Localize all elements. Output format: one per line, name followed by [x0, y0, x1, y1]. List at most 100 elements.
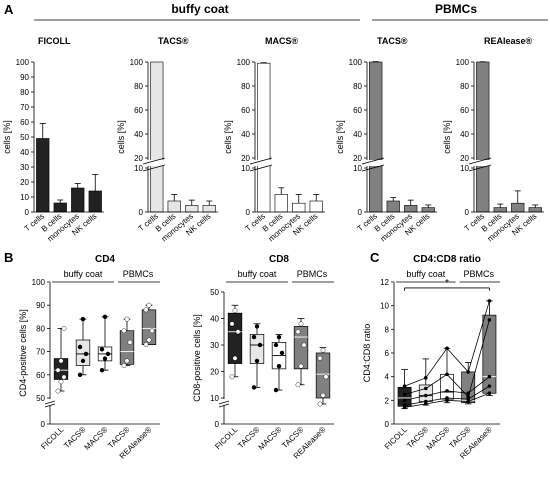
panel-label-b: B — [4, 250, 13, 265]
data-point — [99, 347, 105, 352]
data-point — [279, 350, 285, 356]
axis-break-gap — [468, 160, 544, 166]
y-tick-label: 40 — [134, 130, 143, 139]
bar — [185, 205, 199, 213]
donor-point — [487, 384, 492, 388]
data-point — [251, 334, 257, 340]
y-tick-label: 40 — [241, 130, 250, 139]
y-tick-label: 40 — [353, 130, 362, 139]
data-point — [61, 374, 67, 380]
bar — [202, 205, 216, 213]
y-tick-label: 2 — [385, 396, 390, 405]
bar — [404, 205, 418, 213]
data-point — [301, 342, 307, 348]
axis-break-gap — [219, 399, 229, 405]
group-label: buffy coat — [64, 269, 103, 279]
y-tick-label: 0 — [41, 420, 46, 429]
donor-point — [424, 399, 428, 404]
data-point — [235, 329, 241, 335]
data-point — [146, 337, 152, 343]
group-label: PBMCs — [297, 269, 328, 279]
y-tick-label: 70 — [36, 348, 45, 357]
donor-point — [402, 384, 407, 388]
group-label: PBMCs — [464, 269, 495, 279]
y-tick-label: 12 — [380, 278, 389, 287]
bar — [476, 61, 490, 213]
y-tick-label: 70 — [20, 103, 29, 112]
y-axis-label: CD8-positive cells [%] — [192, 314, 202, 402]
y-tick-label: 0 — [385, 420, 390, 429]
y-axis-label: CD4:CD8 ratio — [362, 324, 372, 383]
data-point — [121, 328, 127, 334]
data-point — [295, 329, 301, 335]
donor-point — [466, 394, 471, 399]
y-tick-label: 80 — [36, 324, 45, 333]
data-point — [77, 344, 83, 350]
y-axis-label: cells [%] — [442, 120, 452, 154]
chart-title: CD4:CD8 ratio — [413, 254, 481, 265]
bar — [292, 202, 306, 213]
y-tick-label: 0 — [25, 208, 30, 217]
axis-break-mark — [468, 164, 492, 172]
data-point — [232, 355, 238, 361]
data-point — [55, 367, 61, 373]
y-tick-label: 100 — [237, 58, 251, 67]
data-point — [102, 314, 108, 319]
chart-title: TACS® — [377, 36, 408, 46]
donor-point — [424, 386, 428, 391]
bar — [309, 200, 323, 213]
bar — [421, 207, 435, 213]
y-tick-label: 100 — [456, 58, 470, 67]
y-tick-label: 30 — [20, 163, 29, 172]
y-tick-label: 10 — [134, 164, 143, 173]
y-tick-label: 20 — [241, 154, 250, 163]
data-point — [105, 351, 111, 357]
bar — [71, 187, 85, 213]
axis-break-gap — [361, 160, 437, 166]
y-axis-label: cells [%] — [116, 120, 126, 154]
y-axis-label: CD4-positive cells [%] — [18, 309, 28, 397]
donor-point — [487, 391, 492, 396]
y-tick-label: 60 — [36, 371, 45, 380]
x-tick-label: MACS® — [83, 425, 110, 452]
bar — [386, 200, 400, 213]
chart-title: CD8 — [269, 254, 289, 265]
chart-title: MACS® — [265, 36, 298, 46]
y-tick-label: 40 — [210, 315, 219, 324]
bar — [53, 202, 67, 213]
y-axis-label: cells [%] — [2, 120, 12, 154]
axis-break-mark — [142, 157, 166, 165]
data-point — [295, 382, 301, 388]
y-tick-label: 20 — [353, 154, 362, 163]
donor-point — [445, 396, 449, 400]
y-tick-label: 20 — [210, 368, 219, 377]
y-tick-label: 30 — [210, 341, 219, 350]
bar — [88, 190, 102, 213]
donor-point — [424, 376, 428, 380]
donor-point — [466, 370, 471, 374]
axis-break-mark — [218, 403, 230, 408]
box — [315, 352, 331, 399]
data-point — [251, 385, 257, 390]
data-point — [124, 358, 130, 364]
axis-break-mark — [218, 400, 230, 405]
y-tick-label: 60 — [241, 106, 250, 115]
y-tick-label: 20 — [134, 154, 143, 163]
bar — [369, 61, 383, 213]
y-tick-label: 90 — [20, 73, 29, 82]
y-tick-label: 10 — [460, 164, 469, 173]
box — [482, 314, 497, 394]
donor-point — [402, 398, 407, 403]
data-point — [83, 351, 89, 357]
y-tick-label: 0 — [246, 208, 251, 217]
data-point — [77, 372, 83, 377]
data-point — [121, 363, 127, 368]
data-point — [276, 334, 282, 340]
donor-point — [445, 389, 449, 393]
y-tick-label: 100 — [32, 278, 46, 287]
donor-point — [402, 403, 407, 407]
